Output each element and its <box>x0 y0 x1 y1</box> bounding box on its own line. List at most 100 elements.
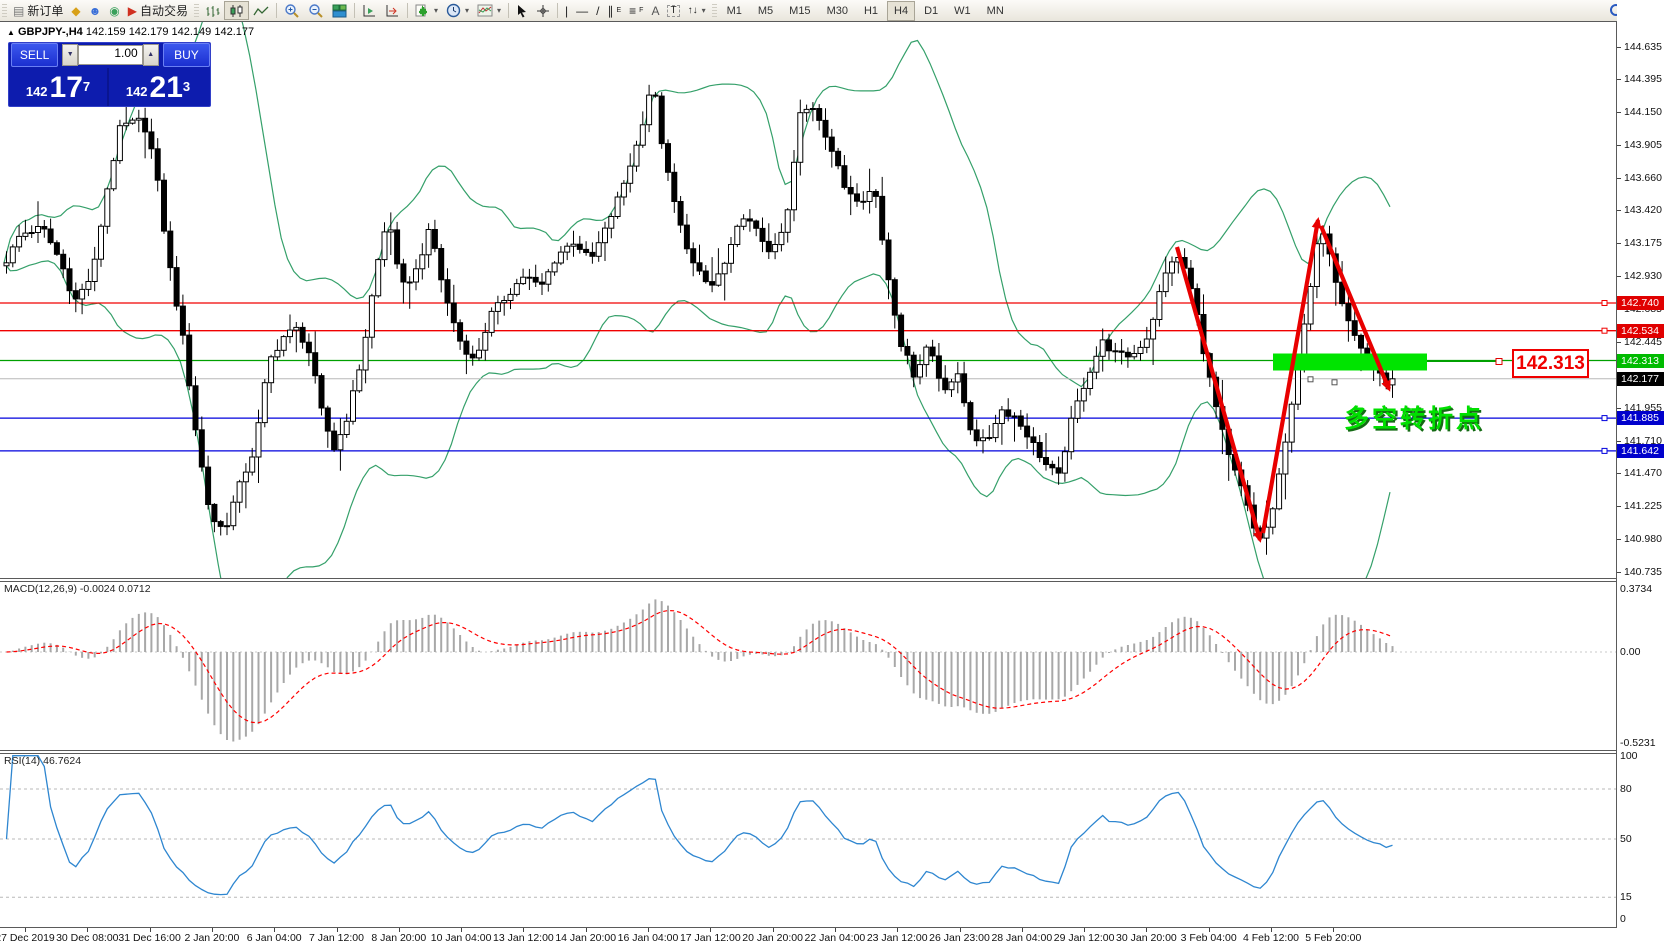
hline-tool-button[interactable]: — <box>572 1 592 20</box>
toolbar-grip[interactable] <box>2 3 7 18</box>
tf-button-D1[interactable]: D1 <box>924 4 939 17</box>
indicator-axis-label: 50 <box>1620 833 1632 845</box>
chevron-down-icon: ▾ <box>433 6 438 15</box>
time-tick <box>1021 928 1023 932</box>
indicator-axis-label: 0 <box>1620 913 1626 925</box>
volume-input[interactable]: 1.00 <box>78 45 143 66</box>
sell-button[interactable]: SELL <box>11 43 59 68</box>
time-tick <box>523 928 525 932</box>
cursor-icon <box>518 4 527 17</box>
chart-shift-button[interactable] <box>381 1 404 20</box>
price-tick: 143.660 <box>1617 172 1662 185</box>
fibonacci-tool-button[interactable]: ≡ F <box>625 1 647 20</box>
time-label: 22 Jan 04:00 <box>804 932 866 944</box>
gold-bar-icon: ◆ <box>71 3 81 18</box>
indicator-axis-label: 100 <box>1620 750 1638 762</box>
collapse-arrow-icon[interactable]: ▲ <box>7 28 15 37</box>
tf-button-M15[interactable]: M15 <box>789 4 811 17</box>
volume-increase-button[interactable]: ▲ <box>142 44 159 67</box>
periods-button[interactable]: ▾ <box>442 1 473 20</box>
gold-chart-button[interactable]: ◆ <box>67 1 84 20</box>
crosshair-tool-button[interactable] <box>532 1 554 20</box>
new-order-label: 新订单 <box>27 4 64 18</box>
arrows-tool-button[interactable]: ↑↓ ▾ <box>684 1 710 20</box>
toolbar-grip[interactable] <box>711 3 717 18</box>
label-tool-button[interactable]: T <box>663 1 683 20</box>
volume-decrease-button[interactable]: ▼ <box>62 44 79 67</box>
tf-button-W1[interactable]: W1 <box>954 4 971 17</box>
time-tick <box>211 928 213 932</box>
tf-button-H1[interactable]: H1 <box>863 4 879 17</box>
buy-button[interactable]: BUY <box>162 43 210 68</box>
ask-price-display[interactable]: 142 21 3 <box>109 68 207 105</box>
clock-icon <box>446 3 461 18</box>
channel-tool-button[interactable]: ∥ E <box>603 1 625 20</box>
time-tick <box>959 928 961 932</box>
time-label: 16 Jan 04:00 <box>617 932 679 944</box>
chevron-down-icon: ▾ <box>497 6 502 15</box>
price-badge: 142.534 <box>1617 324 1664 338</box>
ask-integer: 142 <box>125 83 148 99</box>
tf-button-H4[interactable]: H4 <box>887 0 916 21</box>
channel-e-label: E <box>616 7 622 14</box>
time-label: 30 Jan 20:00 <box>1116 932 1177 944</box>
signal-icon: ◉ <box>109 3 120 18</box>
tf-button-M5[interactable]: M5 <box>757 4 774 17</box>
fibonacci-f-label: F <box>639 7 644 14</box>
tf-button-MN[interactable]: MN <box>986 4 1004 17</box>
main-chart-canvas[interactable] <box>0 21 1616 578</box>
zoom-in-button[interactable] <box>280 1 304 20</box>
tf-button-M1[interactable]: M1 <box>726 4 742 17</box>
ohlc-open: 142.159 <box>85 26 126 38</box>
macd-panel-canvas[interactable] <box>0 582 1616 749</box>
time-label: 3 Feb 04:00 <box>1180 932 1237 944</box>
time-tick <box>87 928 89 932</box>
templates-button[interactable]: ▾ <box>473 1 505 20</box>
toolbar-grip[interactable] <box>193 3 199 18</box>
bid-price-display[interactable]: 142 17 7 <box>9 68 107 105</box>
new-order-button[interactable]: ▤ 新订单 <box>9 1 67 20</box>
panel-divider[interactable] <box>0 581 1664 582</box>
trendline-tool-button[interactable]: / <box>592 1 603 20</box>
candlestick-chart-button[interactable] <box>223 1 249 20</box>
indicators-button[interactable]: ▾ <box>411 1 442 20</box>
time-tick <box>585 928 587 932</box>
template-icon <box>477 4 493 17</box>
bid-integer: 142 <box>25 83 48 99</box>
crosshair-icon <box>537 4 550 17</box>
time-label: 29 Jan 12:00 <box>1053 932 1115 944</box>
autotrade-label: 自动交易 <box>139 4 188 18</box>
time-label: 30 Dec 08:00 <box>56 932 119 944</box>
price-flag-label[interactable]: 142.313 <box>1512 349 1589 378</box>
price-tick: 142.445 <box>1617 336 1662 349</box>
bar-chart-button[interactable] <box>201 1 224 20</box>
price-tick: 142.930 <box>1617 270 1662 283</box>
zoom-out-button[interactable] <box>304 1 328 20</box>
community-button[interactable]: ☻ <box>85 1 106 20</box>
new-order-icon: ▤ <box>13 3 25 18</box>
price-badge: 142.177 <box>1617 372 1664 386</box>
panel-divider[interactable] <box>0 753 1664 754</box>
price-tick: 144.150 <box>1617 106 1662 119</box>
price-tick: 144.635 <box>1617 41 1662 54</box>
vline-tool-button[interactable]: | <box>561 1 572 20</box>
autoscroll-button[interactable] <box>358 1 381 20</box>
cursor-tool-button[interactable] <box>512 1 532 20</box>
signals-button[interactable]: ◉ <box>105 1 123 20</box>
price-badge: 142.313 <box>1617 354 1664 368</box>
autotrade-button[interactable]: ▶ 自动交易 <box>124 1 192 20</box>
panel-divider[interactable] <box>0 578 1664 579</box>
line-chart-button[interactable] <box>249 1 273 20</box>
turning-point-text[interactable]: 多空转折点 <box>1344 405 1485 433</box>
indicators-icon <box>415 4 427 16</box>
text-tool-button[interactable]: A <box>647 1 663 20</box>
autoscroll-icon <box>363 4 375 16</box>
rsi-panel-canvas[interactable] <box>0 754 1616 927</box>
price-tick: 140.735 <box>1617 566 1662 579</box>
time-tick <box>772 928 774 932</box>
panel-divider[interactable] <box>0 750 1664 751</box>
time-tick <box>648 928 649 932</box>
tile-windows-button[interactable] <box>328 1 351 20</box>
tf-button-M30[interactable]: M30 <box>826 4 848 17</box>
